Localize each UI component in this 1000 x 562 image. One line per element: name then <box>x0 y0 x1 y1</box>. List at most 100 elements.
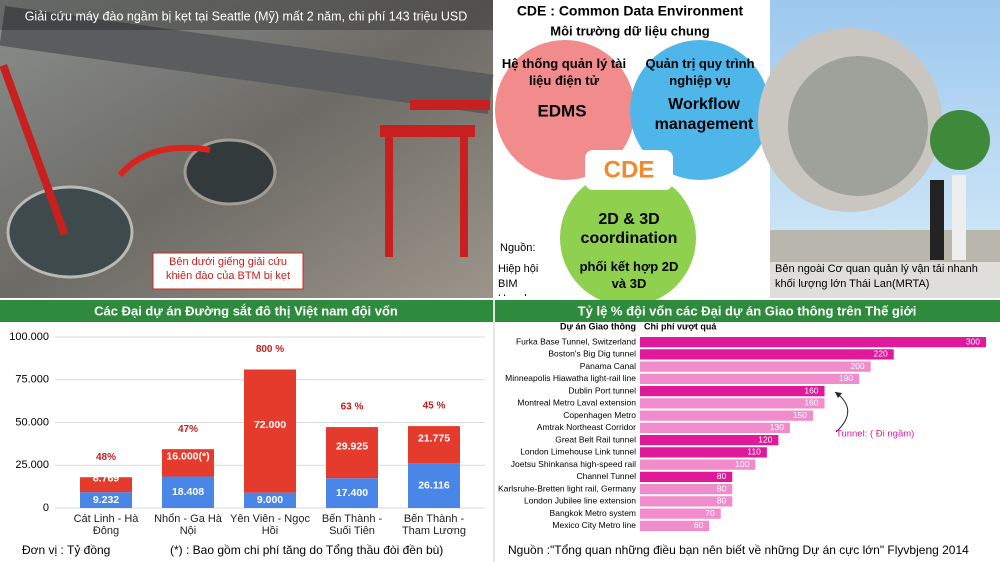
value-label: 120 <box>758 434 772 444</box>
diagram-title: CDE : Common Data Environment <box>517 3 744 19</box>
bar <box>640 459 756 470</box>
bar-segment <box>326 478 378 508</box>
value-label: 160 <box>804 398 818 408</box>
bar-segment <box>80 492 132 508</box>
y-tick-label: London Jubilee line extension <box>524 496 636 506</box>
y-tick-label: London Limehouse Link tunnel <box>520 447 636 457</box>
value-label: 60 <box>694 520 704 530</box>
y-tick-label: Furka Base Tunnel, Switzerland <box>516 336 636 346</box>
value-label: 72.000 <box>254 419 286 431</box>
value-label: 21.775 <box>418 433 450 445</box>
y-tick-label: 50.000 <box>15 416 49 428</box>
source: Hiệp hội BIM Hongkong <box>498 263 548 296</box>
bar <box>640 435 779 446</box>
header-bar <box>0 300 493 322</box>
percent-label: 45 % <box>423 401 446 412</box>
node-label: Hệ thống quản lý tài liệu điện tử <box>501 56 627 88</box>
header-bar <box>495 300 1000 322</box>
value-label: 200 <box>850 361 864 371</box>
annotation-arrow <box>834 391 849 433</box>
value-label: 80 <box>717 483 727 493</box>
node-sublabel: EDMS <box>537 101 586 120</box>
bar <box>640 373 860 384</box>
value-label: 9.000 <box>257 494 283 506</box>
footnote: (*) : Bao gồm chi phí tăng do Tổng thầu … <box>170 543 443 557</box>
bar <box>640 496 733 507</box>
bar <box>640 484 733 495</box>
y-tick-label: Joetsu Shinkansa high-speed rail <box>511 459 636 469</box>
value-label: 100 <box>735 459 749 469</box>
y-tick-label: Channel Tunnel <box>576 471 636 481</box>
node-label: 2D & 3D coordination <box>580 211 678 247</box>
x-label-box: Yên Viên - Ngọc Hồi <box>230 513 310 537</box>
x-tick-label: Cát Linh - Hà Đông <box>73 513 139 537</box>
bar-segment <box>408 463 460 508</box>
bar <box>640 386 825 397</box>
x-tick-label: Bến Thành - Tham Lương <box>401 513 467 537</box>
y-tick-label: Boston's Big Dig tunnel <box>548 349 636 359</box>
value-label: 9.232 <box>93 494 119 506</box>
y-tick-label: Amtrak Northeast Corridor <box>537 422 636 432</box>
bar <box>640 410 813 421</box>
bar <box>640 520 710 531</box>
chart-title: Các Đại dự án Đường sắt đô thị Việt nam … <box>94 303 398 318</box>
value-label: 80 <box>717 496 727 506</box>
x-label-box: Cát Linh - Hà Đông <box>73 513 139 537</box>
x-label-box: Bến Thành - Tham Lương <box>401 513 467 537</box>
y-tick-label: Mexico City Metro line <box>552 520 636 530</box>
value-label: 16.000(*) <box>166 451 209 463</box>
node-sublabel: Workflow management <box>654 96 754 133</box>
x-tick-label: Bến Thành - Suối Tiên <box>321 513 383 537</box>
value-label: 70 <box>705 508 715 518</box>
bar <box>640 422 790 433</box>
bar <box>640 398 825 409</box>
photo-caption: Bên dưới giếng giải cứu khiên đào của BT… <box>165 256 291 282</box>
y-tick-label: Bangkok Metro system <box>550 508 636 518</box>
y-tick-label: Copenhagen Metro <box>563 410 636 420</box>
percent-label: 800 % <box>256 344 284 355</box>
photo-caption: Bên ngoài Cơ quan quản lý vận tải nhanh … <box>775 263 978 290</box>
x-label-box: Nhổn - Ga Hà Nội <box>154 513 222 537</box>
bar-segment <box>326 427 378 479</box>
value-label: 26.116 <box>418 479 450 491</box>
column-header: Dự án Giao thông <box>560 321 636 331</box>
value-label: 130 <box>770 422 784 432</box>
value-label: 160 <box>804 385 818 395</box>
value-label: 150 <box>793 410 807 420</box>
y-tick-label: Montreal Metro Laval extension <box>517 398 636 408</box>
percent-label: 63 % <box>341 402 364 413</box>
percent-label: 47% <box>178 424 198 435</box>
value-label: 220 <box>874 349 888 359</box>
value-label: 80 <box>717 471 727 481</box>
bar-segment <box>162 476 214 508</box>
node-sublabel: phối kết hợp 2D và 3D <box>579 259 679 291</box>
y-tick-label: 100.000 <box>9 331 49 343</box>
bar <box>640 349 894 360</box>
y-tick-label: Minneapolis Hiawatha light-rail line <box>505 373 636 383</box>
bar <box>640 361 871 372</box>
bar <box>640 471 733 482</box>
column-header: Chi phí vượt quá <box>644 321 717 331</box>
unit-note: Đơn vị : Tỷ đồng <box>22 543 110 557</box>
y-tick-label: Karlsruhe-Bretten light rail, Germany <box>498 483 637 493</box>
y-tick-label: Panama Canal <box>580 361 636 371</box>
photo-right: Bên ngoài Cơ quan quản lý vận tải nhanh … <box>758 0 1000 298</box>
y-tick-label: 75.000 <box>15 374 49 386</box>
value-label: 18.408 <box>172 486 204 498</box>
bar-segment <box>162 449 214 477</box>
arrow-head <box>835 392 842 398</box>
value-label: 110 <box>747 447 761 457</box>
chart-title: Tỷ lệ % đội vốn các Đại dự án Giao thông… <box>578 303 917 318</box>
value-label: 190 <box>839 373 853 383</box>
y-tick-label: Great Belt Rail tunnel <box>555 434 636 444</box>
bar-segment <box>80 477 132 493</box>
bar-segment <box>244 369 296 493</box>
photo-left: Giải cứu máy đào ngầm bị kẹt tại Seattle… <box>0 0 494 298</box>
annotation: Tunnel: ( Đi ngầm) <box>836 429 914 440</box>
cde-diagram: CDE : Common Data Environment Môi trường… <box>495 0 770 306</box>
value-label: 17.400 <box>336 487 368 499</box>
y-tick-label: Dublin Port tunnel <box>568 385 636 395</box>
value-label: 300 <box>966 336 980 346</box>
